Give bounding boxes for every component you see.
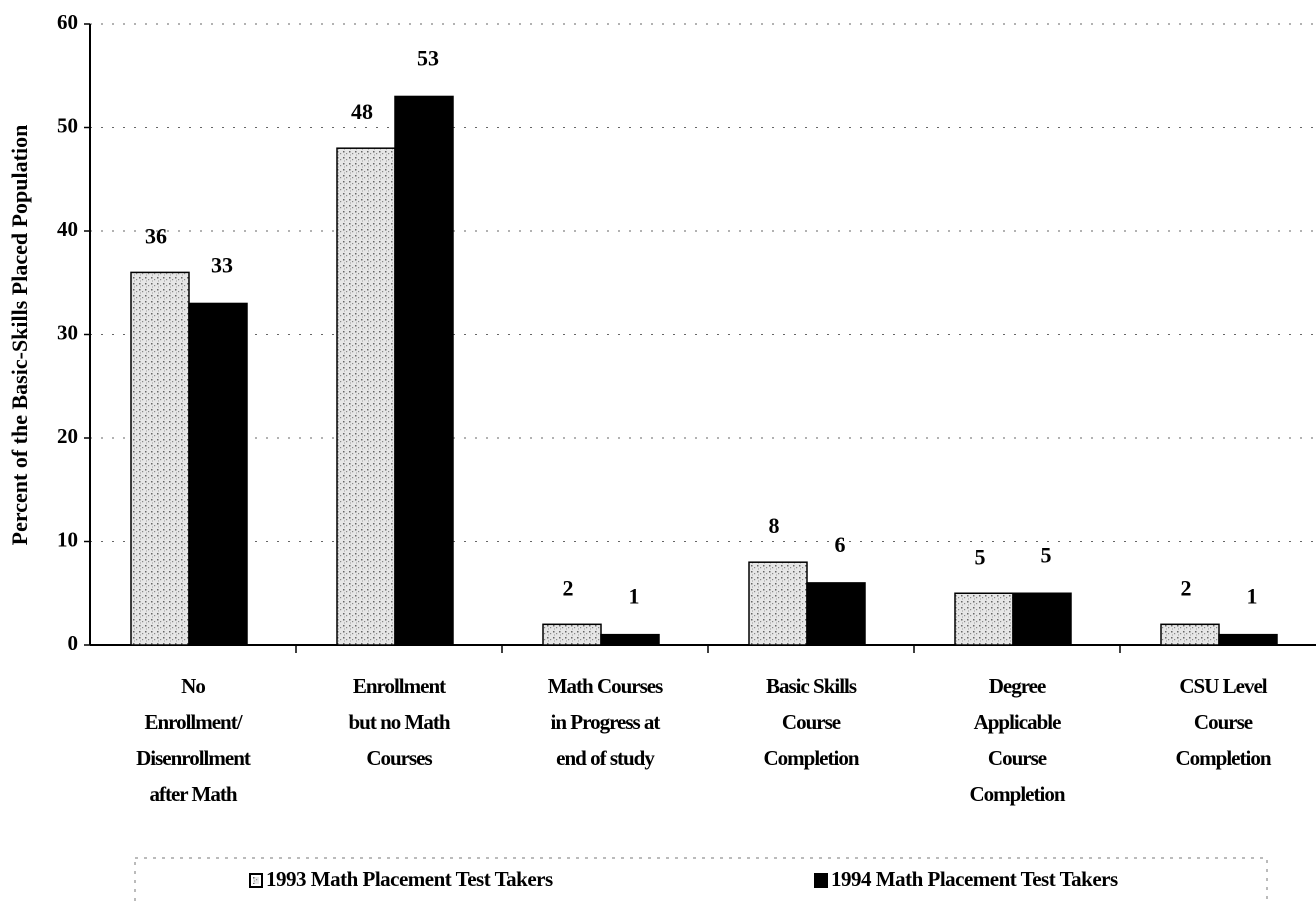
y-tick-label: 10: [57, 527, 78, 551]
y-tick-label: 60: [57, 10, 78, 34]
y-tick-label: 20: [57, 424, 78, 448]
x-tick-label: CSU Level: [1179, 674, 1267, 698]
x-tick-label: Applicable: [974, 710, 1062, 734]
data-label: 5: [1041, 542, 1052, 567]
x-tick-label: Disenrollment: [136, 746, 251, 770]
data-label: 5: [975, 544, 986, 569]
x-tick-label: in Progress at: [551, 710, 661, 734]
legend-box: [134, 857, 1268, 902]
legend-label: 1994 Math Placement Test Takers: [831, 867, 1118, 891]
bar: [806, 582, 866, 646]
x-tick-label: Completion: [764, 746, 860, 770]
x-tick-label: No: [181, 674, 205, 698]
x-tick-label: Enrollment: [353, 674, 446, 698]
bar: [188, 302, 248, 646]
legend-swatch: [814, 873, 828, 888]
x-tick-label: Enrollment/: [144, 710, 243, 734]
bar: [748, 561, 808, 646]
bar: [600, 633, 660, 646]
data-label: 1: [629, 584, 640, 609]
x-tick-label: Courses: [366, 746, 432, 770]
x-tick-label: Degree: [989, 674, 1046, 698]
data-label: 2: [1181, 575, 1192, 600]
bar: [954, 592, 1014, 646]
x-tick-label: Course: [1194, 710, 1253, 734]
x-tick-label: but no Math: [348, 710, 450, 734]
data-label: 48: [351, 99, 373, 124]
x-tick-label: end of study: [556, 746, 655, 770]
x-tick-label: Course: [782, 710, 841, 734]
legend-swatch-inner: [253, 877, 259, 884]
bar: [542, 623, 602, 646]
bar: [130, 271, 190, 646]
data-label: 33: [211, 252, 233, 277]
data-label: 1: [1247, 584, 1258, 609]
data-label: 8: [769, 513, 780, 538]
x-tick-label: Basic Skills: [766, 674, 857, 698]
y-tick-label: 30: [57, 320, 78, 344]
y-axis-label: Percent of the Basic-Skills Placed Popul…: [7, 125, 32, 546]
data-label: 36: [145, 223, 167, 248]
y-tick-label: 50: [57, 113, 78, 137]
y-tick-label: 40: [57, 217, 78, 241]
x-tick-label: Math Courses: [548, 674, 663, 698]
legend-label: 1993 Math Placement Test Takers: [266, 867, 553, 891]
x-tick-label: Completion: [970, 782, 1066, 806]
x-tick-label: Completion: [1176, 746, 1272, 770]
bar: [394, 95, 454, 646]
x-tick-label: after Math: [150, 782, 238, 806]
bar: [1218, 633, 1278, 646]
data-label: 2: [563, 575, 574, 600]
bar: [1012, 592, 1072, 646]
bar: [336, 147, 396, 646]
y-tick-label: 0: [68, 631, 79, 655]
bar: [1160, 623, 1220, 646]
data-label: 6: [835, 532, 846, 557]
data-label: 53: [417, 45, 439, 70]
x-tick-label: Course: [988, 746, 1047, 770]
